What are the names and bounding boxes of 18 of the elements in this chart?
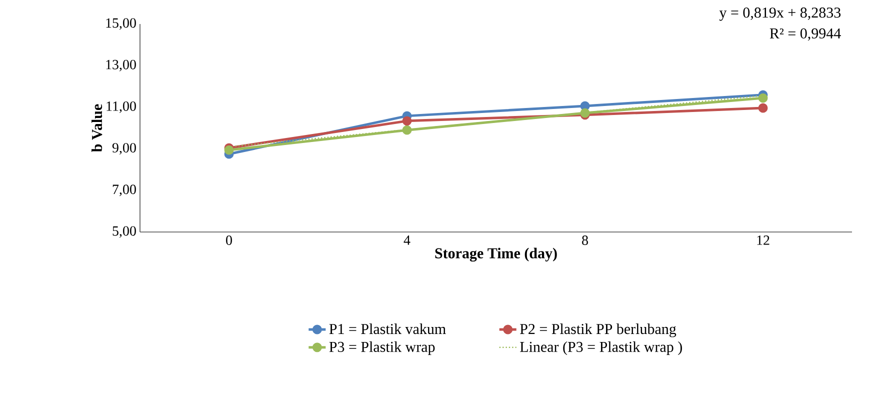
x-axis-title: Storage Time (day) <box>435 248 557 262</box>
y-tick-label: 9,00 <box>112 143 136 155</box>
x-tick-label: 0 <box>226 236 232 245</box>
text: y = 0,819x + 8,2833 <box>719 8 841 21</box>
y-tick-label: 11,00 <box>106 101 136 113</box>
legend-label: P2 = Plastik PP berlubang <box>520 324 676 338</box>
annotation: R² = 0,9944 <box>770 28 841 41</box>
legend-label: P1 = Plastik vakum <box>329 324 446 334</box>
y-tick-label: 5,00 <box>112 226 136 238</box>
x-tick-label: 4 <box>404 236 410 245</box>
y-axis-title: b Value <box>92 104 102 152</box>
y-tick-label: 13,00 <box>106 60 136 72</box>
x-tick-label: 8 <box>582 236 588 245</box>
legend-label: Linear (P3 = Plastik wrap ) <box>520 341 682 356</box>
y-tick-label: 15,00 <box>106 18 136 30</box>
y-tick-label: 7,00 <box>112 184 136 196</box>
x-tick-label: 12 <box>757 236 770 245</box>
legend-label: P3 = Plastik wrap <box>329 341 435 356</box>
